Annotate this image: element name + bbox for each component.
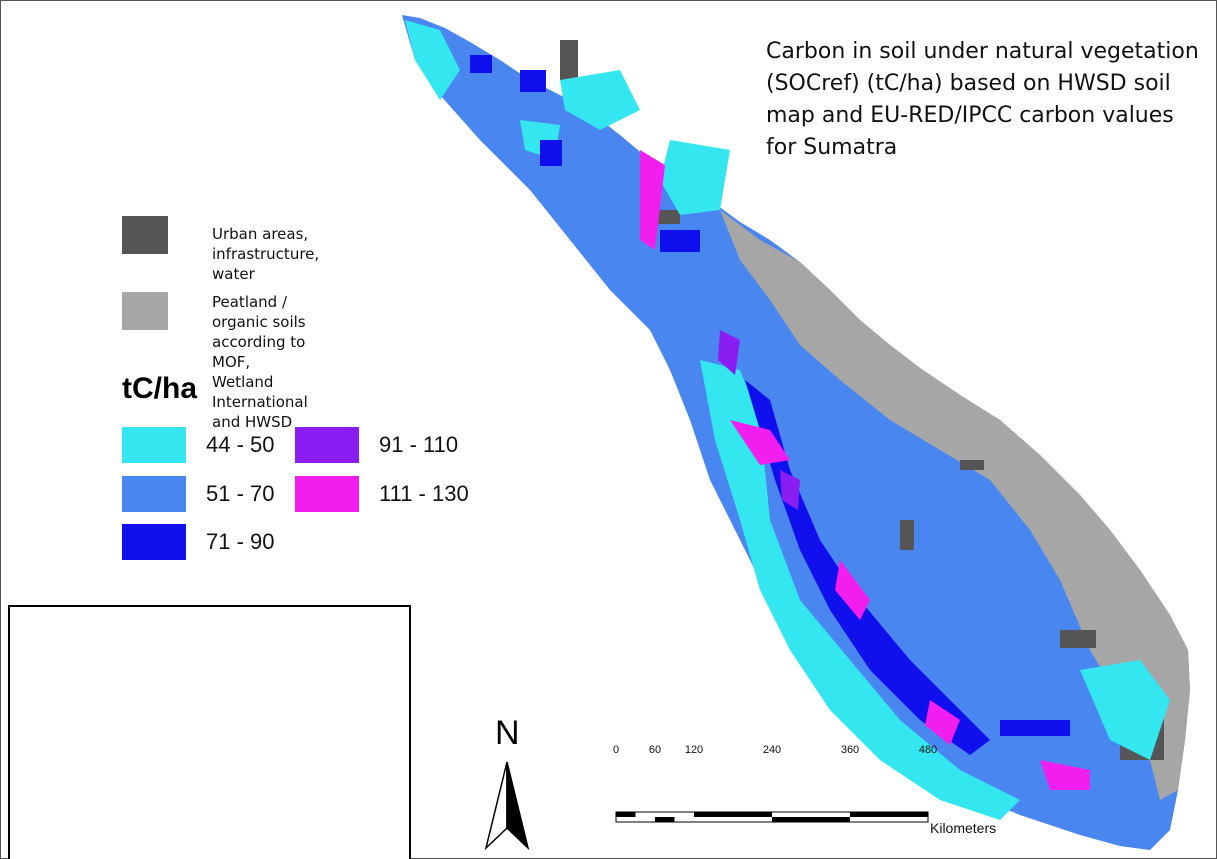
north-arrow-label: N [495,714,520,752]
class-111-130-areas [640,150,1090,790]
legend-swatch [295,427,359,463]
class-91-110-areas [718,330,800,510]
class-44-50-areas [405,20,1170,820]
scale-tick: 120 [684,744,704,756]
peatland-area [720,210,1190,800]
legend-swatch [122,476,186,512]
scale-tick: 60 [648,744,662,756]
peatland-label: Peatland / organic soils according to MO… [212,293,308,431]
legend-class-label: 91 - 110 [379,432,459,457]
scale-tick: 480 [918,744,938,756]
legend-class-label: 44 - 50 [206,432,275,457]
legend-swatch [295,476,359,512]
legend-swatch [122,524,186,560]
legend-class-label: 111 - 130 [379,481,469,506]
legend-title: tC/ha [122,372,197,405]
urban-label: Urban areas, infrastructure, water [212,225,320,283]
map-title: Carbon in soil under natural vegetation … [766,39,1199,160]
sumatra-landmass [402,15,1190,850]
north-arrow [484,761,530,851]
legend-class-label: 71 - 90 [206,529,275,554]
urban-swatch [122,216,168,254]
class-71-90-areas [470,55,1070,755]
scale-tick: 240 [762,744,782,756]
inset-frame [8,605,411,859]
scale-tick: 360 [840,744,860,756]
scale-unit: Kilometers [930,820,997,836]
scale-tick: 0 [612,744,620,756]
legend-class-label: 51 - 70 [206,481,275,506]
peatland-swatch [122,292,168,330]
legend-swatch [122,427,186,463]
scale-bar [615,811,929,823]
